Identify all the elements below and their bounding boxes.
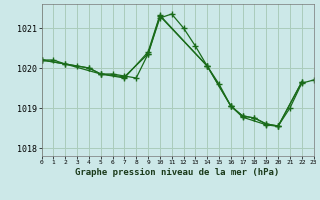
X-axis label: Graphe pression niveau de la mer (hPa): Graphe pression niveau de la mer (hPa): [76, 168, 280, 177]
